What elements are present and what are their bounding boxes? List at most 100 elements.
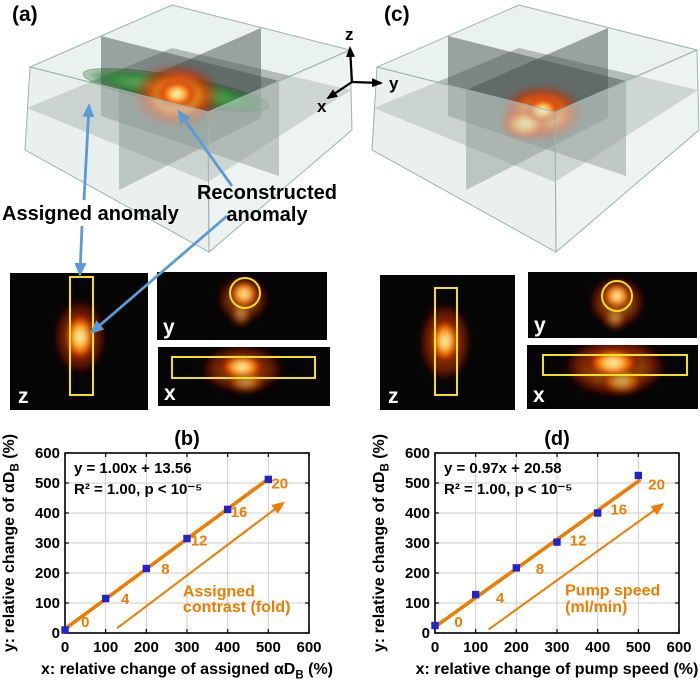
data-point-marker xyxy=(264,475,273,484)
arrow-value-label: 0 xyxy=(81,614,89,631)
y-tick-label: 100 xyxy=(35,595,60,612)
arrow-value-label: 4 xyxy=(496,590,505,607)
assigned-region-outline xyxy=(69,276,94,396)
fit-line xyxy=(433,478,642,629)
slice-x-left: x xyxy=(158,347,330,406)
x-tick-label: 500 xyxy=(626,639,651,656)
y-tick-label: 500 xyxy=(35,475,60,492)
y-tick-label: 200 xyxy=(35,565,60,582)
arrow-value-label: 8 xyxy=(161,561,169,578)
assigned-region-outline xyxy=(434,287,458,396)
reconstructed-anomaly-label: Reconstructed anomaly xyxy=(184,182,350,226)
y-axis-title: y: relative change of αDB (%) xyxy=(371,434,392,652)
slice-z-left: z xyxy=(10,273,148,410)
x-tick-label: 400 xyxy=(215,639,240,656)
slice-blob xyxy=(200,347,284,393)
y-tick-label: 300 xyxy=(35,535,60,552)
slice-x-right: x xyxy=(527,345,698,409)
x-axis-title: x: relative change of pump speed (%) xyxy=(416,661,699,678)
panel-c-3d-rendering xyxy=(371,4,700,254)
x-tick-label: 500 xyxy=(256,639,281,656)
arrow-value-label: 8 xyxy=(536,561,544,578)
x-tick-label: 200 xyxy=(134,639,159,656)
arrow-caption-line: contrast (fold) xyxy=(183,599,291,616)
x-tick-label: 100 xyxy=(93,639,118,656)
y-axis-label: y xyxy=(389,74,399,93)
slice-axis-letter: y xyxy=(163,316,175,339)
data-point-marker xyxy=(223,505,232,514)
data-point-marker xyxy=(61,626,69,634)
arrow-value-label: 20 xyxy=(648,477,665,494)
y-axis-arrow xyxy=(351,78,383,88)
arrow-value-label: 16 xyxy=(231,504,248,521)
data-point-marker xyxy=(593,509,602,517)
arrow-caption-line: Assigned xyxy=(183,583,255,600)
x-axis-title: x: relative change of assigned αDB (%) xyxy=(41,661,333,681)
slice-axis-letter: y xyxy=(534,314,546,337)
slice-blob xyxy=(217,275,269,327)
slice-axis-letter: x xyxy=(533,384,545,407)
y-tick-label: 0 xyxy=(422,625,430,642)
chart-b: 0 100 200 300 400 500 600010020030040050060004… xyxy=(1,428,333,681)
assigned-region-outline xyxy=(601,280,633,312)
chart-panel-label: (d) xyxy=(544,428,570,450)
arrow-value-label: 12 xyxy=(570,533,587,550)
slice-axis-letter: z xyxy=(18,385,29,408)
y-tick-label: 400 xyxy=(405,505,430,522)
y-tick-label: 100 xyxy=(405,595,430,612)
x-tick-label: 100 xyxy=(463,639,488,656)
arrow-caption-line: (ml/min) xyxy=(565,599,627,616)
equation-text: y = 1.00x + 13.56 xyxy=(74,460,192,477)
assigned-region-outline xyxy=(171,356,316,379)
data-point-marker xyxy=(634,471,643,480)
arrow-value-label: 20 xyxy=(271,475,288,492)
x-tick-label: 300 xyxy=(544,639,569,656)
panel-a-3d-rendering xyxy=(24,4,353,254)
assigned-region-outline xyxy=(542,354,688,376)
parameter-arrow xyxy=(116,501,285,629)
slice-y-left: y xyxy=(157,272,327,340)
parameter-arrow xyxy=(488,503,665,631)
stats-text: R² = 1.00, p < 10⁻⁵ xyxy=(444,481,572,498)
panel-c-label: (c) xyxy=(384,3,410,26)
y-tick-label: 0 xyxy=(52,625,60,642)
slice-blob xyxy=(54,299,106,375)
y-tick-label: 600 xyxy=(35,445,60,462)
y-tick-label: 400 xyxy=(35,505,60,522)
data-point-marker xyxy=(101,594,110,603)
chart-d: 0 100 200 300 400 500 600010020030040050060004… xyxy=(371,428,699,678)
chart-panel-label: (b) xyxy=(174,428,200,450)
y-tick-label: 200 xyxy=(405,565,430,582)
slice-blob xyxy=(419,302,471,382)
reconstructed-anomaly-label-line1: Reconstructed xyxy=(196,182,338,204)
x-tick-label: 0 xyxy=(61,639,69,656)
slice-axis-letter: x xyxy=(164,382,176,405)
x-tick-label: 400 xyxy=(585,639,610,656)
arrow-value-label: 4 xyxy=(121,591,130,608)
data-point-marker xyxy=(471,590,480,599)
z-axis-label: z xyxy=(345,25,354,44)
y-tick-label: 300 xyxy=(405,535,430,552)
x-axis-arrow xyxy=(326,81,353,100)
z-axis-arrow xyxy=(346,46,356,83)
arrow-caption-line: Pump speed xyxy=(565,583,660,600)
equation-text: y = 0.97x + 20.58 xyxy=(444,460,562,477)
x-tick-label: 600 xyxy=(296,639,321,656)
axes-gizmo: z y x xyxy=(317,25,399,116)
y-tick-label: 500 xyxy=(405,475,430,492)
x-tick-label: 600 xyxy=(666,639,691,656)
panel-a-label: (a) xyxy=(12,3,38,26)
arrow-value-label: 16 xyxy=(610,502,627,519)
slice-y-right: y xyxy=(528,272,697,338)
x-axis-label: x xyxy=(317,97,327,116)
data-point-marker xyxy=(512,564,521,572)
slice-axis-letter: z xyxy=(388,385,399,408)
slice-z-right: z xyxy=(380,275,515,410)
box-right-face xyxy=(554,49,700,254)
stats-text: R² = 1.00, p < 10⁻⁵ xyxy=(74,481,202,498)
x-tick-label: 200 xyxy=(504,639,529,656)
data-point-marker xyxy=(431,621,439,630)
fit-line xyxy=(63,475,272,631)
arrow-value-label: 12 xyxy=(191,533,208,550)
